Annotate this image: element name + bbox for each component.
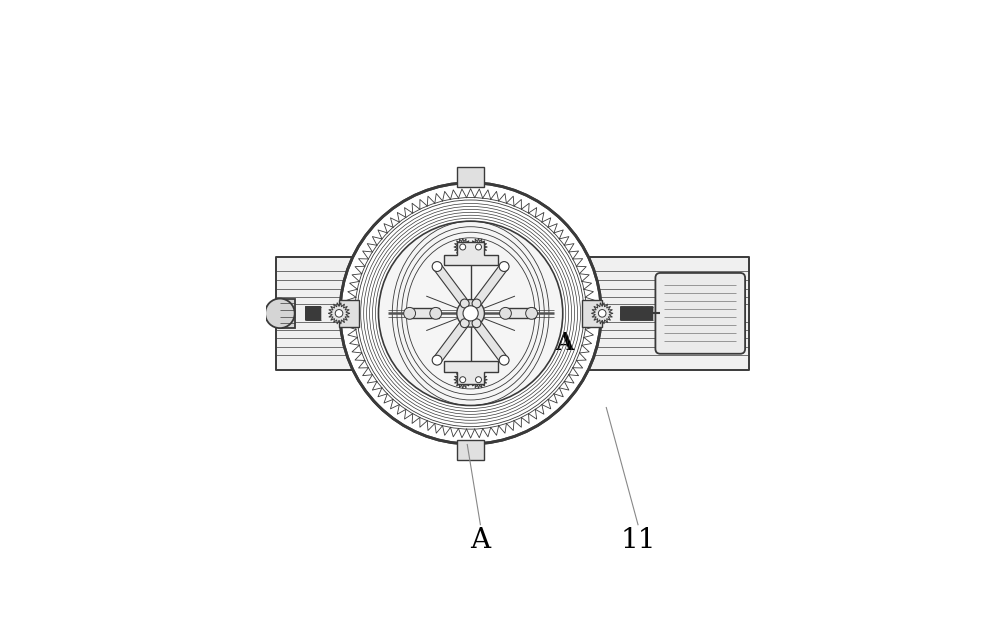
Circle shape	[457, 300, 484, 327]
Circle shape	[378, 221, 563, 406]
Circle shape	[460, 377, 466, 383]
Circle shape	[463, 306, 478, 321]
Circle shape	[460, 299, 469, 308]
Bar	[407, 308, 439, 318]
Circle shape	[472, 299, 481, 308]
Bar	[457, 167, 484, 187]
Polygon shape	[444, 243, 498, 266]
Polygon shape	[454, 371, 472, 388]
Circle shape	[598, 310, 606, 317]
Polygon shape	[470, 238, 487, 256]
Circle shape	[500, 307, 511, 319]
Circle shape	[430, 307, 442, 319]
Polygon shape	[473, 264, 508, 306]
Circle shape	[340, 183, 601, 444]
FancyBboxPatch shape	[655, 273, 745, 354]
Polygon shape	[473, 321, 508, 363]
Polygon shape	[434, 264, 468, 306]
Circle shape	[472, 319, 481, 328]
Circle shape	[476, 377, 481, 383]
Circle shape	[499, 355, 509, 365]
Circle shape	[499, 262, 509, 271]
Text: 11: 11	[620, 527, 656, 554]
Circle shape	[500, 262, 509, 271]
Circle shape	[432, 262, 442, 271]
Circle shape	[432, 355, 442, 365]
Bar	[280, 298, 295, 328]
Circle shape	[500, 356, 509, 365]
Circle shape	[433, 356, 442, 365]
Bar	[276, 257, 749, 370]
Polygon shape	[591, 303, 613, 324]
Bar	[582, 300, 602, 327]
Bar	[503, 308, 535, 318]
Circle shape	[526, 307, 538, 319]
Polygon shape	[434, 321, 468, 363]
Bar	[457, 440, 484, 460]
Circle shape	[460, 319, 469, 328]
Polygon shape	[444, 361, 498, 385]
Polygon shape	[328, 303, 350, 324]
Polygon shape	[470, 371, 487, 388]
Circle shape	[335, 310, 343, 317]
Bar	[339, 300, 359, 327]
Circle shape	[265, 298, 295, 328]
Circle shape	[460, 244, 466, 250]
Circle shape	[476, 244, 481, 250]
Polygon shape	[454, 238, 472, 256]
Text: A: A	[555, 331, 573, 355]
Text: A: A	[470, 527, 491, 554]
Circle shape	[404, 307, 416, 319]
Circle shape	[433, 262, 442, 271]
